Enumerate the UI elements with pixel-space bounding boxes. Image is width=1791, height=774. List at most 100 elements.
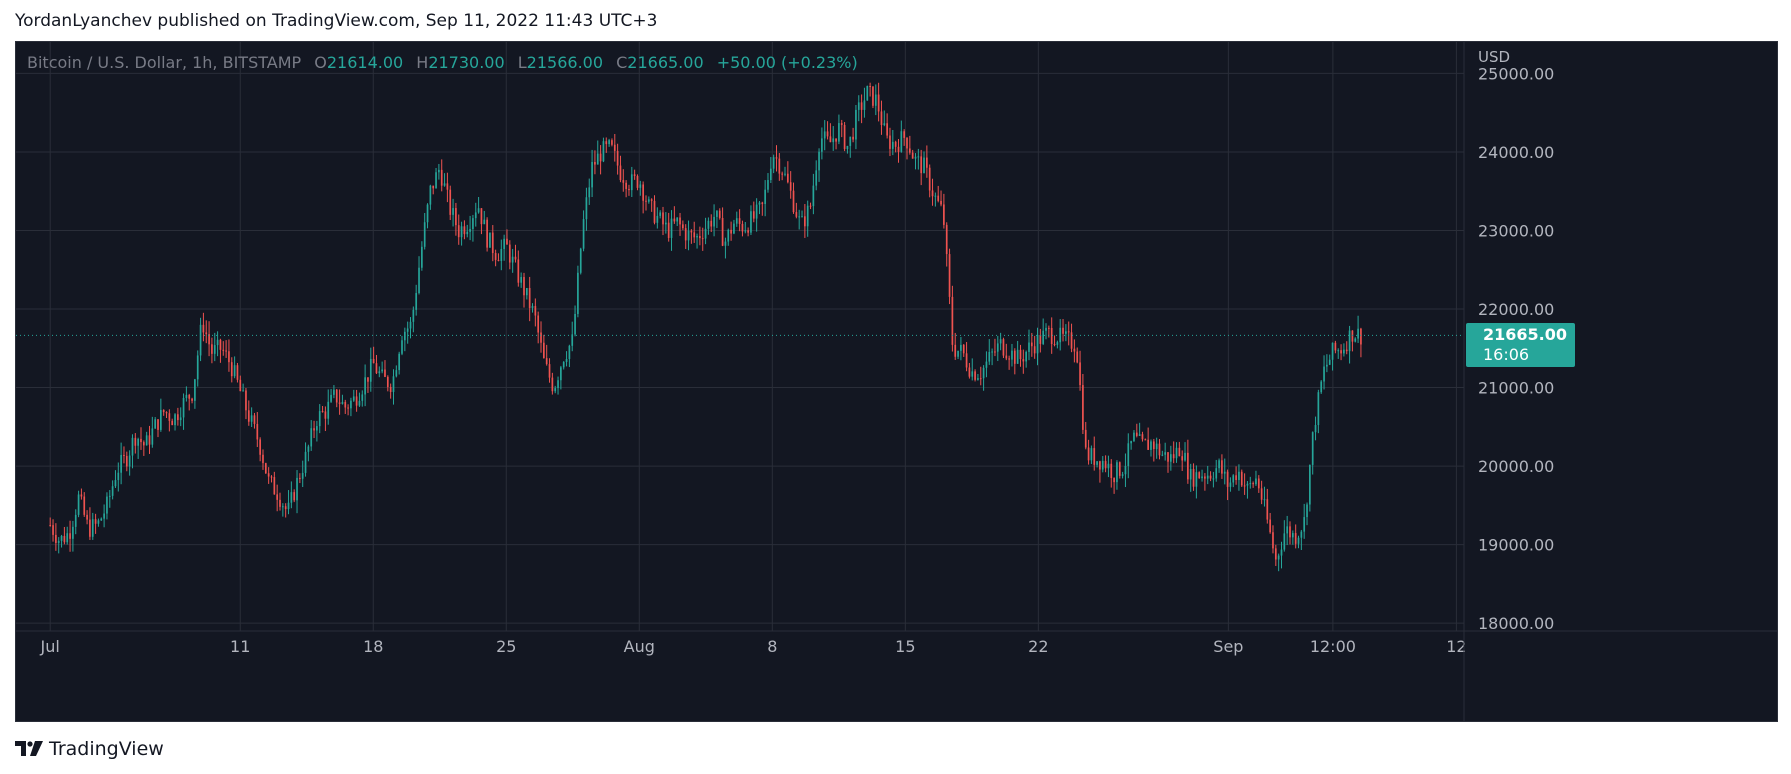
candle-body (494, 253, 497, 260)
candle-body (313, 428, 315, 431)
candle-body (205, 332, 208, 335)
candle-body (1348, 330, 1351, 352)
candle-body (1167, 452, 1169, 462)
high-label: H (416, 53, 429, 72)
candle-body (690, 230, 693, 233)
candle-body (1150, 441, 1152, 450)
candle-body (333, 389, 335, 395)
candle-body (264, 463, 267, 474)
candle-body (222, 349, 225, 351)
candle-body (906, 137, 908, 149)
candle-body (1260, 488, 1263, 500)
candle-body (1028, 342, 1030, 352)
candle-body (940, 200, 942, 205)
candle-body (1062, 327, 1064, 334)
candle-body (168, 413, 171, 421)
candle-body (628, 188, 630, 191)
candle-body (1110, 463, 1113, 479)
candle-body (945, 224, 948, 255)
candle-body (545, 358, 548, 365)
candle-body (1073, 348, 1076, 352)
candle-body (1121, 474, 1124, 476)
candle-body (718, 210, 721, 218)
candle-body (386, 376, 389, 387)
candle-body (1133, 432, 1135, 442)
candle-body (477, 208, 480, 213)
candle-body (951, 296, 954, 345)
candlestick-chart[interactable]: 25000.00 24000.00 23000.00 22000.00 21000.00… (16, 42, 1777, 721)
candle-body (784, 173, 786, 175)
candle-body (423, 222, 426, 247)
candle-body (977, 378, 979, 380)
candle-body (63, 535, 66, 543)
candle-body (1135, 432, 1138, 436)
candle-body (406, 328, 409, 332)
candle-body (730, 229, 732, 234)
chart-panel[interactable]: 25000.00 24000.00 23000.00 22000.00 21000.00… (15, 41, 1778, 722)
candle-body (1178, 447, 1181, 457)
candle-body (979, 378, 982, 380)
x-tick-label: Jul (40, 637, 60, 656)
candle-body (1274, 548, 1277, 560)
candle-body (1218, 460, 1220, 469)
close-label: C (616, 53, 628, 72)
candle-body (1345, 349, 1348, 352)
candle-body (710, 220, 713, 227)
candle-body (350, 400, 352, 409)
candle-body (188, 394, 191, 399)
candle-body (1022, 359, 1025, 362)
candle-body (174, 414, 176, 426)
candle-body (239, 379, 242, 392)
candle-body (786, 173, 789, 183)
candle-body (900, 131, 903, 152)
candle-body (789, 182, 792, 191)
candle-body (889, 135, 891, 149)
candle-body (582, 219, 585, 249)
candle-body (1360, 328, 1362, 345)
candle-body (656, 215, 659, 223)
candle-body (1283, 533, 1286, 550)
candle-body (551, 377, 554, 392)
candle-body (347, 407, 349, 409)
candle-body (1357, 328, 1359, 339)
candle-body (460, 226, 463, 238)
candle-body (903, 131, 906, 138)
candle-body (421, 246, 423, 268)
candle-body (1192, 468, 1195, 487)
footer-brand[interactable]: TradingView (15, 738, 164, 760)
candle-body (307, 446, 310, 452)
candle-body (860, 102, 863, 110)
candle-body (352, 396, 355, 401)
candle-body (242, 390, 244, 392)
candle-body (596, 153, 599, 165)
candle-body (452, 208, 454, 215)
candle-body (177, 414, 179, 421)
candle-body (846, 145, 849, 150)
candle-body (500, 248, 503, 261)
candle-body (525, 287, 528, 296)
candle-body (883, 123, 886, 125)
candle-body (1246, 483, 1249, 486)
candle-body (1124, 465, 1127, 475)
candle-body (625, 182, 627, 189)
candle-body (247, 410, 250, 422)
candle-body (1263, 499, 1266, 501)
candle-body (276, 494, 279, 500)
candle-body (735, 218, 738, 224)
candle-body (230, 362, 233, 377)
candle-body (543, 342, 545, 359)
candle-body (818, 151, 820, 171)
candle-body (1042, 330, 1045, 344)
candle-body (392, 376, 395, 393)
x-tick-label: 22 (1028, 637, 1048, 656)
candle-body (1104, 460, 1107, 469)
candle-body (1130, 441, 1132, 444)
candle-body (926, 157, 928, 168)
candle-body (588, 187, 591, 198)
candle-body (284, 506, 287, 510)
candle-body (1303, 517, 1306, 532)
candle-body (775, 157, 778, 159)
candle-body (1229, 482, 1232, 487)
candle-body (1243, 485, 1246, 487)
x-tick-label: 11 (230, 637, 250, 656)
